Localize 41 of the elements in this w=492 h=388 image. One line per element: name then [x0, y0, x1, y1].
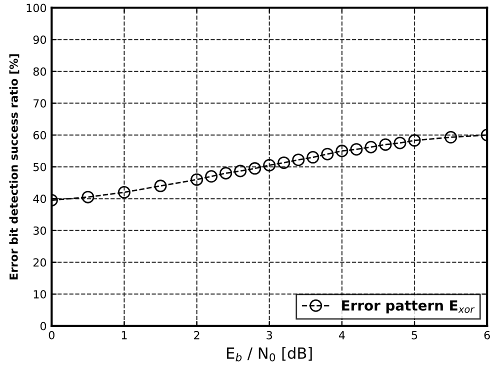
y-tick-label: 0: [40, 322, 46, 330]
x-tick-label: 0: [48, 330, 54, 340]
y-tick-label: 90: [33, 36, 46, 44]
y-tick-label: 60: [33, 131, 46, 140]
y-axis-title: Error bit detection success ratio [%]: [9, 54, 20, 280]
point: [263, 159, 276, 172]
y-tick-label: 10: [34, 290, 46, 298]
y-tick-label: 50: [34, 162, 46, 172]
point: [321, 148, 334, 160]
x-tick-label: 4: [338, 331, 345, 340]
point: [394, 136, 406, 150]
y-tick-label: 80: [33, 67, 46, 76]
point: [248, 162, 262, 175]
y-tick-label: 30: [34, 226, 46, 235]
y-tick-label: 100: [26, 4, 46, 12]
point: [444, 131, 458, 144]
x-tick-label: 1: [122, 331, 127, 340]
point: [82, 190, 94, 204]
x-tick-label: 5: [412, 331, 418, 340]
legend-label: Error pattern E$_{xor}$: [342, 300, 475, 314]
point: [220, 166, 232, 180]
point: [336, 144, 348, 158]
point: [408, 134, 421, 147]
point: [306, 151, 320, 164]
point: [118, 186, 130, 199]
point: [379, 138, 392, 151]
x-tick-label: 3: [266, 330, 272, 340]
point: [278, 156, 290, 169]
point: [190, 173, 204, 186]
point: [350, 143, 363, 156]
point: [154, 180, 167, 192]
y-tick-label: 70: [34, 99, 46, 108]
x-axis-title: E$_{b}$ / N$_{0}$ [dB]: [227, 347, 312, 362]
point: [205, 170, 218, 183]
y-tick-label: 40: [33, 194, 46, 204]
point: [292, 154, 305, 166]
point: [364, 140, 378, 154]
point: [234, 164, 247, 178]
x-tick-label: 6: [484, 330, 490, 340]
x-tick-label: 2: [194, 330, 200, 340]
y-tick-label: 20: [33, 258, 46, 267]
